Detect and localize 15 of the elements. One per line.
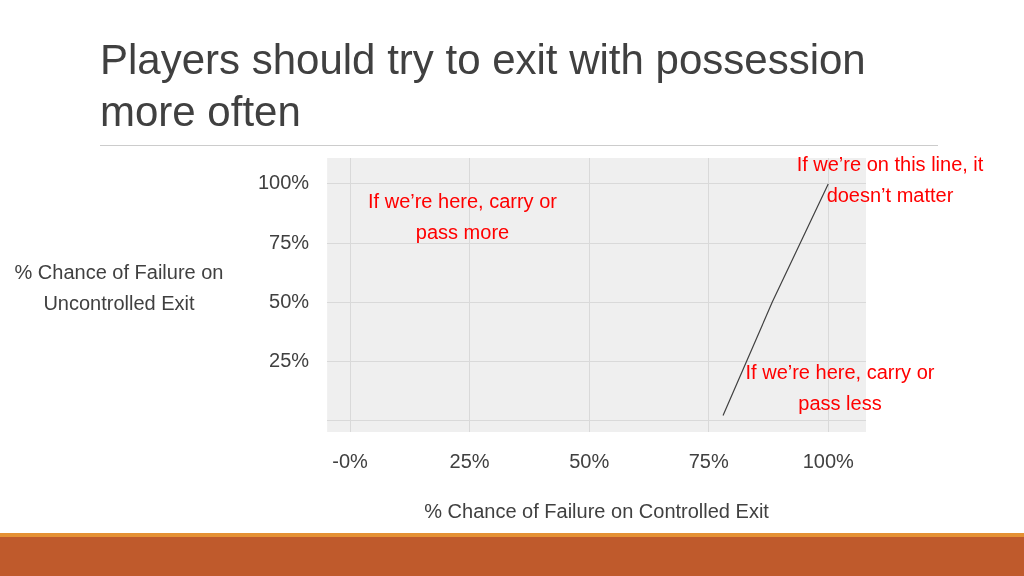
- annotation: If we’re here, carry or pass more: [367, 189, 558, 245]
- x-tick-label: -0%: [332, 449, 369, 472]
- annotation: If we’re here, carry or pass less: [744, 360, 936, 416]
- x-tick-label: 100%: [802, 449, 855, 472]
- annotation: If we’re on this line, it doesn’t matter: [795, 152, 985, 208]
- y-tick-label: 50%: [269, 289, 310, 312]
- chart-title: Players should try to exit with possession more often: [100, 35, 867, 137]
- y-tick-label: 75%: [269, 230, 310, 253]
- x-axis-title: % Chance of Failure on Controlled Exit: [424, 499, 770, 522]
- y-axis-title: % Chance of Failure on Uncontrolled Exit: [13, 260, 225, 316]
- y-tick-label: 25%: [269, 348, 310, 371]
- x-tick-label: 50%: [569, 449, 610, 472]
- y-tick-label: 100%: [258, 171, 310, 194]
- x-tick-label: 25%: [449, 449, 490, 472]
- x-tick-label: 75%: [688, 449, 729, 472]
